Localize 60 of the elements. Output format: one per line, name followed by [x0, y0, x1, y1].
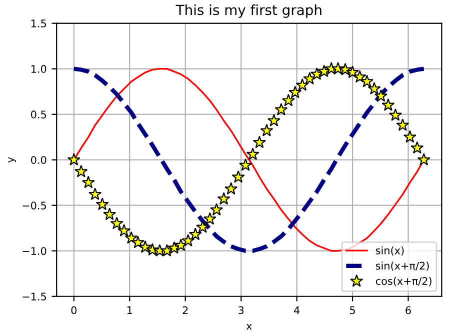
point	[403, 130, 416, 143]
point	[210, 203, 224, 216]
point	[410, 141, 424, 154]
point	[360, 74, 374, 88]
x-tick-label: 2	[182, 306, 188, 314]
point	[246, 148, 260, 160]
point	[288, 86, 302, 98]
x-tick-label: 6	[406, 306, 411, 314]
chart-title: This is my first graph	[176, 4, 322, 18]
point	[138, 240, 152, 253]
y-tick-label: −1.5	[22, 292, 46, 300]
point	[239, 158, 252, 171]
x-axis-title: x	[246, 324, 252, 330]
x-tick-label: 0	[71, 306, 77, 314]
x-tick-label: 4	[294, 306, 300, 314]
legend-label: cos(x+π/2)	[376, 276, 432, 286]
y-tick-label: 0.0	[31, 156, 46, 164]
point	[118, 224, 131, 236]
point	[388, 108, 402, 121]
point	[196, 220, 210, 233]
point	[88, 188, 102, 200]
y-tick-label: 0.5	[31, 110, 46, 118]
point	[282, 94, 295, 106]
legend-label: sin(x)	[376, 246, 404, 256]
point	[96, 198, 109, 210]
point	[67, 153, 80, 166]
point	[318, 64, 331, 78]
legend-label: sin(x+π/2)	[376, 262, 429, 271]
point	[374, 89, 388, 102]
point	[260, 124, 274, 136]
point	[188, 228, 202, 240]
y-axis-title: y	[8, 157, 16, 163]
point	[267, 114, 280, 126]
point	[110, 216, 124, 230]
x-tick-label: 3	[238, 306, 244, 314]
point	[353, 70, 366, 83]
point	[368, 82, 381, 94]
point	[74, 164, 88, 178]
y-tick-label: 1.0	[31, 65, 46, 73]
point	[274, 102, 288, 116]
point	[103, 208, 116, 220]
x-tick-label: 1	[127, 306, 132, 314]
point	[232, 170, 245, 183]
point	[203, 212, 216, 225]
point	[296, 78, 309, 91]
point	[396, 118, 410, 131]
y-tick-label: −0.5	[22, 202, 46, 210]
y-tick-label: −1.0	[22, 247, 46, 255]
point	[382, 98, 395, 111]
point	[217, 192, 230, 205]
point	[417, 153, 430, 166]
point	[338, 62, 352, 76]
point	[160, 244, 174, 256]
point	[82, 176, 95, 188]
point	[310, 67, 324, 80]
point	[224, 182, 238, 195]
point	[252, 136, 266, 148]
y-tick-label: 1.5	[31, 20, 46, 28]
x-tick-label: 5	[350, 306, 355, 314]
point	[182, 234, 195, 246]
